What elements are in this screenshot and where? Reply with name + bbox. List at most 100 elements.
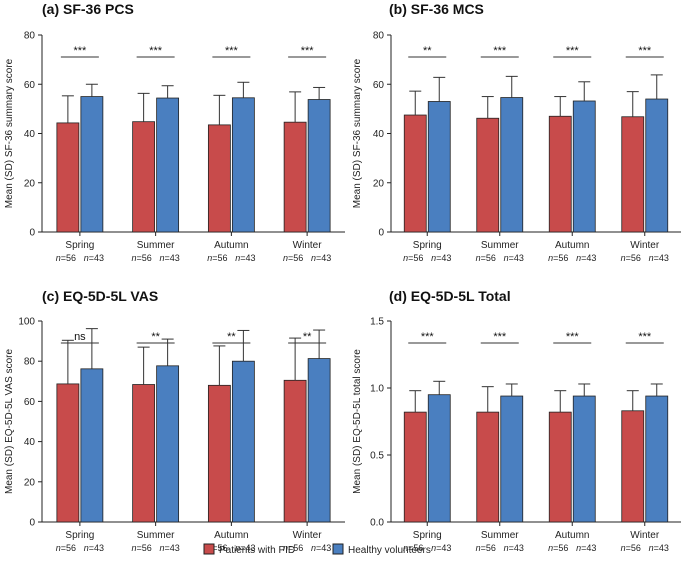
- n-label-patients: n=56: [621, 543, 641, 553]
- n-label-patients: n=56: [548, 253, 568, 263]
- significance-label: ***: [421, 331, 435, 343]
- n-label-healthy: n=43: [431, 253, 451, 263]
- n-label-patients: n=56: [548, 543, 568, 553]
- y-tick-label: 20: [24, 477, 36, 488]
- significance-label: ***: [301, 45, 315, 57]
- chart-panels: (a) SF-36 PCS Mean (SD) SF-36 summary sco…: [4, 1, 681, 553]
- y-axis-label: Mean (SD) SF-36 summary score: [352, 58, 363, 208]
- n-label-patients: n=56: [283, 543, 303, 553]
- bar-healthy-spring: [80, 368, 104, 523]
- bar-healthy-spring: [80, 96, 104, 233]
- category-label: Autumn: [214, 240, 248, 251]
- n-label-healthy: n=43: [576, 543, 596, 553]
- n-label-patients: n=56: [621, 253, 641, 263]
- n-label-healthy: n=43: [235, 253, 255, 263]
- legend-swatch-healthy: [332, 543, 344, 555]
- bar-patients-spring: [403, 411, 427, 523]
- y-tick-label: 0.5: [370, 451, 384, 462]
- y-tick-label: 40: [24, 437, 36, 448]
- y-tick-label: 40: [373, 129, 385, 140]
- n-label-healthy: n=43: [649, 543, 669, 553]
- n-label-healthy: n=43: [504, 253, 524, 263]
- y-tick-label: 40: [24, 129, 36, 140]
- y-tick-label: 0: [29, 228, 35, 239]
- bar-patients-spring: [56, 122, 80, 233]
- significance-label: ***: [149, 45, 163, 57]
- significance-label: **: [423, 45, 432, 57]
- bar-healthy-spring: [427, 101, 451, 233]
- y-axis-label: Mean (SD) SF-36 summary score: [4, 58, 15, 208]
- y-tick-label: 20: [24, 178, 36, 189]
- category-label: Summer: [481, 530, 519, 541]
- significance-label: ***: [73, 45, 87, 57]
- bar-patients-autumn: [207, 124, 231, 233]
- legend-label-patients: Patients with PID: [219, 545, 295, 556]
- bar-patients-winter: [283, 121, 307, 233]
- y-tick-label: 20: [373, 178, 385, 189]
- bar-patients-spring: [403, 114, 427, 233]
- panel-title: (c) EQ-5D-5L VAS: [42, 288, 158, 304]
- bar-healthy-summer: [156, 97, 180, 233]
- panel-title: (d) EQ-5D-5L Total: [389, 288, 511, 304]
- n-label-patients: n=56: [476, 253, 496, 263]
- category-label: Winter: [630, 530, 660, 541]
- y-tick-label: 1.5: [370, 317, 384, 328]
- bar-patients-summer: [132, 121, 156, 233]
- category-label: Spring: [65, 530, 94, 541]
- category-label: Autumn: [214, 530, 248, 541]
- y-tick-label: 0: [378, 228, 384, 239]
- n-label-healthy: n=43: [159, 543, 179, 553]
- bar-healthy-winter: [645, 395, 669, 523]
- panel-title: (a) SF-36 PCS: [42, 1, 134, 17]
- bar-patients-summer: [476, 411, 500, 523]
- y-tick-label: 1.0: [370, 384, 384, 395]
- significance-label: ***: [225, 45, 239, 57]
- significance-label: ns: [74, 331, 86, 343]
- category-label: Summer: [137, 240, 175, 251]
- significance-label: **: [227, 331, 236, 343]
- category-label: Spring: [413, 240, 442, 251]
- significance-label: ***: [493, 45, 507, 57]
- significance-label: ***: [566, 45, 580, 57]
- bar-patients-autumn: [207, 384, 231, 523]
- bar-patients-winter: [283, 379, 307, 523]
- bar-patients-summer: [132, 384, 156, 523]
- bar-healthy-winter: [645, 98, 669, 233]
- n-label-healthy: n=43: [84, 253, 104, 263]
- n-label-patients: n=56: [207, 253, 227, 263]
- bar-patients-winter: [621, 116, 645, 233]
- n-label-patients: n=56: [403, 253, 423, 263]
- category-label: Spring: [413, 530, 442, 541]
- n-label-patients: n=56: [476, 543, 496, 553]
- y-axis-label: Mean (SD) EQ-5D-5L VAS score: [4, 349, 15, 494]
- significance-label: ***: [566, 331, 580, 343]
- panel-0: (a) SF-36 PCS Mean (SD) SF-36 summary sco…: [4, 1, 345, 263]
- n-label-patients: n=56: [56, 543, 76, 553]
- n-label-healthy: n=43: [84, 543, 104, 553]
- legend-swatch-patients: [203, 543, 215, 555]
- bar-healthy-autumn: [572, 395, 596, 523]
- y-axis-label: Mean (SD) EQ-5D-5L total score: [352, 349, 363, 494]
- category-label: Summer: [137, 530, 175, 541]
- bar-healthy-winter: [307, 358, 331, 523]
- bar-patients-autumn: [548, 115, 572, 233]
- n-label-healthy: n=43: [649, 253, 669, 263]
- y-tick-label: 100: [18, 317, 35, 328]
- n-label-healthy: n=43: [576, 253, 596, 263]
- significance-label: ***: [493, 331, 507, 343]
- bar-healthy-summer: [500, 97, 524, 233]
- y-tick-label: 80: [24, 31, 36, 42]
- y-tick-label: 80: [24, 357, 36, 368]
- significance-label: ***: [638, 45, 652, 57]
- bar-healthy-summer: [156, 365, 180, 523]
- bar-patients-winter: [621, 410, 645, 523]
- category-label: Winter: [630, 240, 660, 251]
- n-label-healthy: n=43: [235, 543, 255, 553]
- category-label: Winter: [293, 530, 323, 541]
- legend: Patients with PID Healthy volunteers: [203, 543, 431, 556]
- bar-patients-spring: [56, 383, 80, 523]
- bar-healthy-autumn: [572, 100, 596, 233]
- n-label-patients: n=56: [283, 253, 303, 263]
- panel-3: (d) EQ-5D-5L Total Mean (SD) EQ-5D-5L tot…: [352, 288, 681, 553]
- bar-patients-summer: [476, 117, 500, 233]
